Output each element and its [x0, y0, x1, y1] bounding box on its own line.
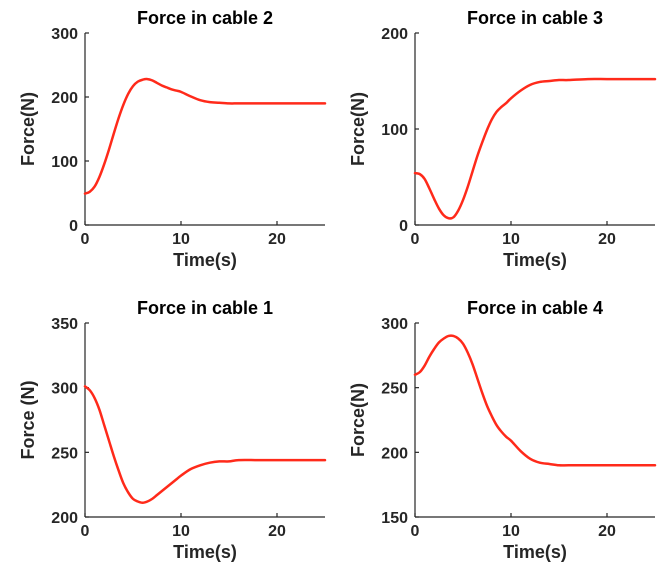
- series-line-1: [413, 77, 657, 220]
- x-tick-label: 0: [81, 523, 90, 540]
- y-axis-label: Force(N): [348, 383, 368, 457]
- x-axis-label: Time(s): [503, 542, 567, 562]
- chart-panel-3: 0 10 20 200 250 300 350 Force in cable 1 Time(s)…: [18, 298, 327, 562]
- chart-title: Force in cable 1: [137, 298, 273, 318]
- y-tick-label: 300: [381, 316, 408, 333]
- x-axis-label: Time(s): [503, 250, 567, 270]
- x-tick-label: 10: [172, 523, 190, 540]
- x-tick-label: 0: [411, 231, 420, 248]
- chart-panel-4: 0 10 20 150 200 250 300 Force in cable 4 Time(s)…: [348, 298, 657, 562]
- series-line-1: [413, 334, 657, 467]
- x-tick-label: 20: [598, 523, 616, 540]
- y-axis-label: Force(N): [348, 92, 368, 166]
- y-tick-label: 200: [51, 90, 78, 107]
- x-tick-label: 10: [502, 231, 520, 248]
- y-tick-label: 200: [51, 510, 78, 527]
- chart-title: Force in cable 3: [467, 8, 603, 28]
- y-tick-label: 200: [381, 445, 408, 462]
- y-tick-label: 300: [51, 381, 78, 398]
- x-tick-label: 0: [411, 523, 420, 540]
- y-tick-label: 0: [399, 218, 408, 235]
- chart-title: Force in cable 2: [137, 8, 273, 28]
- chart-title: Force in cable 4: [467, 298, 603, 318]
- y-tick-label: 100: [381, 122, 408, 139]
- y-tick-label: 350: [51, 316, 78, 333]
- y-tick-label: 0: [69, 218, 78, 235]
- x-tick-label: 20: [268, 523, 286, 540]
- x-axis-label: Time(s): [173, 250, 237, 270]
- y-tick-label: 250: [381, 381, 408, 398]
- y-tick-label: 100: [51, 154, 78, 171]
- series-line-1: [83, 77, 327, 195]
- y-axis-label: Force(N): [18, 92, 38, 166]
- x-tick-label: 20: [268, 231, 286, 248]
- x-tick-label: 0: [81, 231, 90, 248]
- y-tick-label: 200: [381, 26, 408, 43]
- y-tick-label: 250: [51, 445, 78, 462]
- x-tick-label: 10: [502, 523, 520, 540]
- x-tick-label: 20: [598, 231, 616, 248]
- series-line-1: [83, 385, 327, 505]
- y-axis-label: Force (N): [18, 380, 38, 459]
- x-tick-label: 10: [172, 231, 190, 248]
- x-axis-label: Time(s): [173, 542, 237, 562]
- y-tick-label: 150: [381, 510, 408, 527]
- y-tick-label: 300: [51, 26, 78, 43]
